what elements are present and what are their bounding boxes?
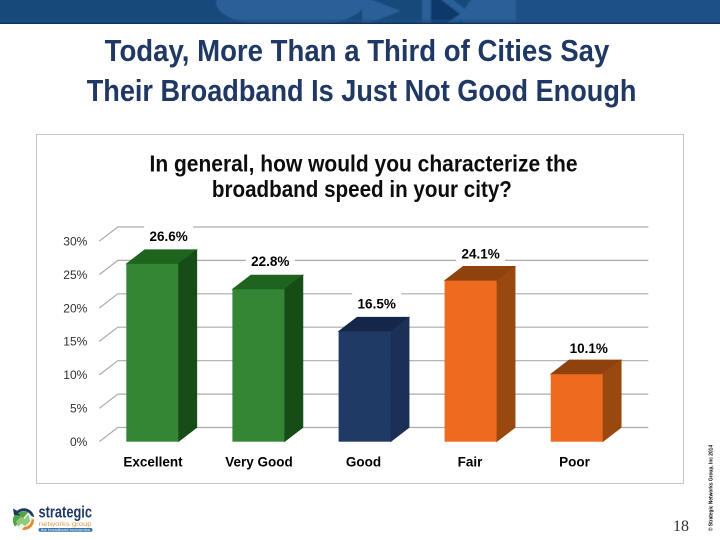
svg-text:networks group: networks group xyxy=(39,521,92,528)
svg-text:broadband speed in your city?: broadband speed in your city? xyxy=(212,176,512,202)
svg-text:Excellent: Excellent xyxy=(123,455,183,470)
svg-text:26.6%: 26.6% xyxy=(149,229,187,244)
svg-text:Fair: Fair xyxy=(458,455,484,470)
svg-text:18: 18 xyxy=(673,518,689,535)
svg-text:20%: 20% xyxy=(63,301,87,315)
svg-text:22.8%: 22.8% xyxy=(251,254,289,269)
svg-text:Their Broadband Is Just Not Go: Their Broadband Is Just Not Good Enough xyxy=(87,73,637,108)
svg-text:In general, how would you char: In general, how would you characterize t… xyxy=(150,150,578,176)
svg-text:24.1%: 24.1% xyxy=(461,247,499,262)
svg-text:strategic: strategic xyxy=(39,502,93,521)
svg-text:16.5%: 16.5% xyxy=(358,297,396,312)
svg-text:Very Good: Very Good xyxy=(225,455,293,470)
svg-text:Today, More Than a Third of Ci: Today, More Than a Third of Cities Say xyxy=(105,33,610,68)
svg-text:15%: 15% xyxy=(63,335,87,349)
svg-text:© Strategic Networks Group, In: © Strategic Networks Group, Inc 2014 xyxy=(708,444,715,531)
svg-text:30%: 30% xyxy=(63,235,87,249)
svg-text:0%: 0% xyxy=(70,435,88,449)
svg-text:the broadband economics: the broadband economics xyxy=(41,528,90,532)
svg-text:25%: 25% xyxy=(63,268,87,282)
svg-text:10%: 10% xyxy=(63,368,87,382)
svg-text:Good: Good xyxy=(346,455,381,470)
svg-text:10.1%: 10.1% xyxy=(570,341,608,356)
svg-text:Poor: Poor xyxy=(559,455,590,470)
svg-text:5%: 5% xyxy=(70,402,88,416)
